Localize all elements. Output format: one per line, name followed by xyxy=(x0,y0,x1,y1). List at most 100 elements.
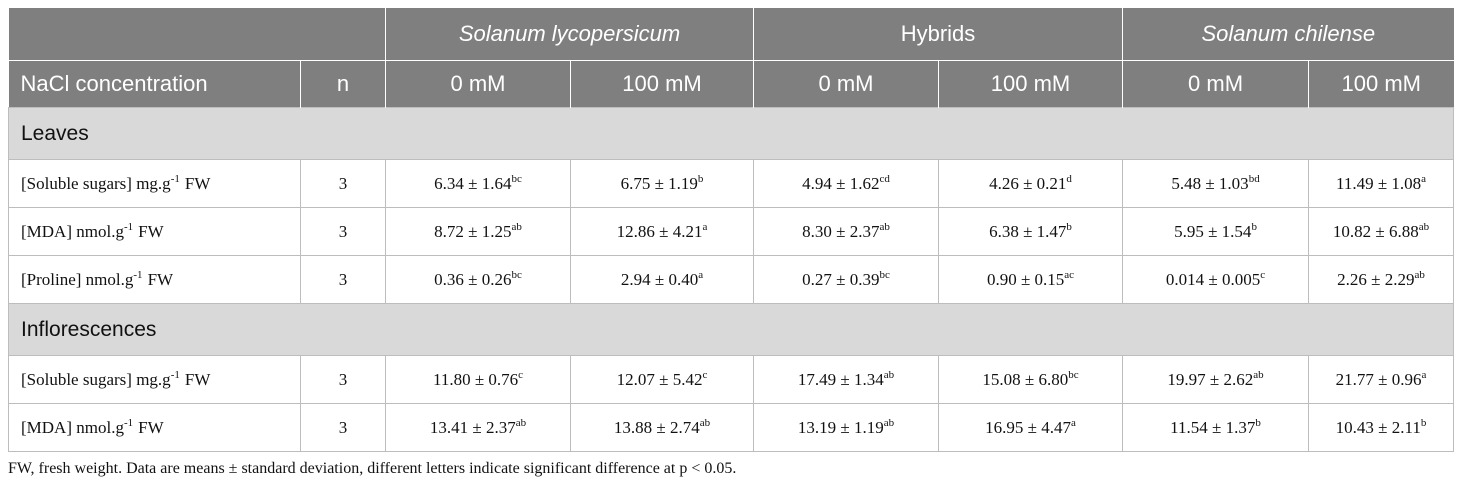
value-cell: 15.08 ± 6.80bc xyxy=(937,355,1124,404)
header-row: NaCl concentration n 0 mM 100 mM 0 mM 100 mM 0… xyxy=(8,60,1454,108)
label-text: [MDA] nmol.g xyxy=(21,417,124,437)
section-title: Inflorescences xyxy=(7,303,1455,356)
significance: a xyxy=(1421,172,1427,185)
value-cell: 6.34 ± 1.64bc xyxy=(385,159,571,208)
significance: ac xyxy=(1064,268,1075,281)
header-n: n xyxy=(300,60,386,108)
value-text: 8.72 ± 1.25 xyxy=(434,221,512,241)
value-cell: 11.80 ± 0.76c xyxy=(385,355,571,404)
value-cell: 13.88 ± 2.74ab xyxy=(570,403,754,452)
label-sup: -1 xyxy=(123,220,134,233)
n-cell: 3 xyxy=(300,403,386,452)
value-cell: 11.54 ± 1.37b xyxy=(1122,403,1310,452)
value-cell: 13.19 ± 1.19ab xyxy=(753,403,939,452)
data-row: [Proline] nmol.g-1 FW 3 0.36 ± 0.26bc 2.94 ±… xyxy=(8,255,1455,304)
value-cell: 0.90 ± 0.15ac xyxy=(937,255,1124,304)
value-cell: 17.49 ± 1.34ab xyxy=(753,355,939,404)
value-text: 0.90 ± 0.15 xyxy=(986,269,1065,289)
value-text: 2.26 ± 2.29 xyxy=(1337,269,1415,289)
significance: b xyxy=(1255,416,1261,429)
value-text: 5.95 ± 1.54 xyxy=(1174,221,1252,241)
label-sup: -1 xyxy=(133,268,143,281)
value-cell: 6.75 ± 1.19b xyxy=(570,159,754,208)
data-row: [MDA] nmol.g-1 FW 3 8.72 ± 1.25ab 12.86 ± 4.… xyxy=(8,207,1455,256)
value-text: 8.30 ± 2.37 xyxy=(802,221,880,241)
header-row: Solanum lycopersicum Hybrids Solanum chile… xyxy=(8,8,1454,61)
header-label: NaCl concentration xyxy=(8,60,301,108)
value-cell: 13.41 ± 2.37ab xyxy=(385,403,571,452)
table-wrap: Solanum lycopersicum Hybrids Solanum chile… xyxy=(7,8,1455,478)
value-text: 13.88 ± 2.74 xyxy=(613,417,700,437)
value-text: 0.27 ± 0.39 xyxy=(802,269,880,289)
significance: a xyxy=(1421,368,1427,381)
value-cell: 16.95 ± 4.47a xyxy=(937,403,1124,452)
row-label: [Soluble sugars] mg.g-1 FW xyxy=(8,355,301,404)
value-text: 5.48 ± 1.03 xyxy=(1171,173,1249,193)
section-row: Leaves xyxy=(7,107,1455,160)
label-text: [Soluble sugars] mg.g xyxy=(21,369,171,389)
significance: ab xyxy=(1414,268,1425,281)
group-header: Solanum chilense xyxy=(1122,8,1454,61)
significance: ab xyxy=(1418,220,1430,233)
header-cell xyxy=(8,8,386,61)
n-cell: 3 xyxy=(300,355,386,404)
value-cell: 8.72 ± 1.25ab xyxy=(385,207,571,256)
value-cell: 12.07 ± 5.42c xyxy=(570,355,754,404)
value-text: 12.86 ± 4.21 xyxy=(616,221,703,241)
data-row: [MDA] nmol.g-1 FW 3 13.41 ± 2.37ab 13.88 ± 2… xyxy=(8,403,1455,452)
value-cell: 2.94 ± 0.40a xyxy=(570,255,754,304)
concentration-header: 0 mM xyxy=(385,60,571,108)
significance: ab xyxy=(883,368,895,381)
value-cell: 0.36 ± 0.26bc xyxy=(385,255,571,304)
value-cell: 11.49 ± 1.08a xyxy=(1308,159,1455,208)
significance: bc xyxy=(511,172,522,185)
significance: a xyxy=(1070,416,1076,429)
significance: c xyxy=(1260,268,1266,281)
significance: ab xyxy=(1253,368,1264,381)
data-row: [Soluble sugars] mg.g-1 FW 3 6.34 ± 1.64bc 6… xyxy=(8,159,1455,208)
significance: b xyxy=(697,172,704,185)
value-cell: 2.26 ± 2.29ab xyxy=(1308,255,1455,304)
data-row: [Soluble sugars] mg.g-1 FW 3 11.80 ± 0.76c 1… xyxy=(8,355,1455,404)
value-text: 19.97 ± 2.62 xyxy=(1167,369,1254,389)
significance: ab xyxy=(883,416,895,429)
value-cell: 6.38 ± 1.47b xyxy=(937,207,1124,256)
value-cell: 10.43 ± 2.11b xyxy=(1308,403,1455,452)
row-label: [Proline] nmol.g-1 FW xyxy=(8,255,301,304)
significance: cd xyxy=(879,172,890,185)
significance: d xyxy=(1066,172,1072,185)
significance: bc xyxy=(1068,368,1079,381)
label-unit: FW xyxy=(138,221,164,241)
group-label: Solanum chilense xyxy=(1201,21,1376,46)
data-table: Solanum lycopersicum Hybrids Solanum chile… xyxy=(7,8,1455,452)
significance: ab xyxy=(699,416,711,429)
group-label: Hybrids xyxy=(900,21,976,46)
label-unit: FW xyxy=(138,417,164,437)
value-text: 13.41 ± 2.37 xyxy=(429,417,516,437)
value-text: 11.80 ± 0.76 xyxy=(432,369,519,389)
value-cell: 5.95 ± 1.54b xyxy=(1122,207,1310,256)
significance: ab xyxy=(879,220,890,233)
value-cell: 19.97 ± 2.62ab xyxy=(1122,355,1310,404)
value-text: 0.36 ± 0.26 xyxy=(434,269,512,289)
label-unit: FW xyxy=(147,269,174,289)
significance: bd xyxy=(1248,172,1260,185)
value-cell: 0.27 ± 0.39bc xyxy=(753,255,939,304)
significance: b xyxy=(1420,416,1427,429)
concentration-header: 100 mM xyxy=(937,60,1123,108)
group-label: Solanum lycopersicum xyxy=(458,21,681,46)
value-cell: 8.30 ± 2.37ab xyxy=(753,207,939,256)
label-text: [MDA] nmol.g xyxy=(21,221,124,241)
significance: c xyxy=(518,368,524,381)
value-cell: 12.86 ± 4.21a xyxy=(570,207,754,256)
n-cell: 3 xyxy=(300,207,386,256)
value-cell: 4.94 ± 1.62cd xyxy=(753,159,939,208)
value-text: 4.94 ± 1.62 xyxy=(802,173,880,193)
value-text: 11.54 ± 1.37 xyxy=(1170,417,1256,437)
label-text: [Proline] nmol.g xyxy=(21,269,134,289)
significance: bc xyxy=(879,268,890,281)
row-label: [MDA] nmol.g-1 FW xyxy=(8,403,301,452)
row-label: [Soluble sugars] mg.g-1 FW xyxy=(8,159,301,208)
n-cell: 3 xyxy=(300,159,386,208)
concentration-header: 0 mM xyxy=(1122,60,1309,108)
